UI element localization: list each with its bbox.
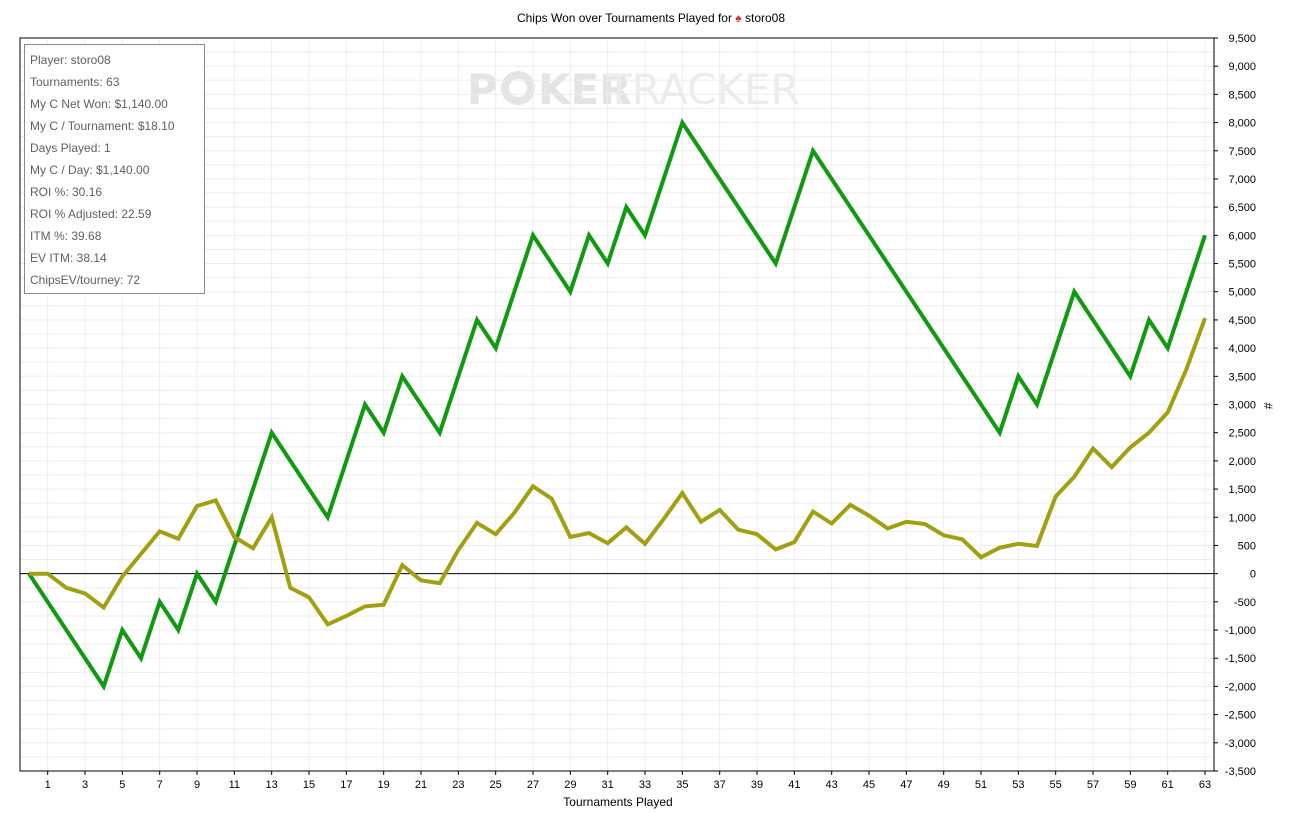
player-stats-box: Player: storo08 Tournaments: 63 My C Net W… xyxy=(24,44,205,294)
x-tick-label: 35 xyxy=(676,779,688,791)
stat-line: ChipsEV/tourney: 72 xyxy=(30,273,141,287)
series-line-2 xyxy=(29,317,1207,627)
watermark-tracker: TRACKER xyxy=(605,65,800,114)
x-tick-label: 47 xyxy=(900,779,912,791)
x-tick-label: 59 xyxy=(1124,779,1136,791)
y-axis-label: # xyxy=(1261,403,1275,410)
y-tick-label: -2,000 xyxy=(1225,681,1256,693)
y-tick-label: 8,000 xyxy=(1228,118,1256,130)
y-tick-label: 1,000 xyxy=(1228,512,1256,524)
y-tick-label: 5,000 xyxy=(1228,287,1256,299)
x-tick-label: 63 xyxy=(1199,779,1211,791)
x-tick-label: 15 xyxy=(303,779,315,791)
stat-line: My C Net Won: $1,140.00 xyxy=(30,97,168,111)
stat-line: Player: storo08 xyxy=(30,53,111,67)
x-tick-label: 51 xyxy=(975,779,987,791)
x-tick-label: 25 xyxy=(490,779,502,791)
x-tick-label: 21 xyxy=(415,779,427,791)
watermark-p: P xyxy=(467,65,498,114)
y-tick-label: 9,500 xyxy=(1228,33,1256,45)
y-tick-label: 9,000 xyxy=(1228,61,1256,73)
y-tick-label: 4,500 xyxy=(1228,315,1256,327)
series xyxy=(27,118,1207,691)
stat-line: ROI %: 30.16 xyxy=(30,185,103,199)
stat-line: ITM %: 39.68 xyxy=(30,229,102,243)
y-tick-label: 1,500 xyxy=(1228,484,1256,496)
x-tick-label: 7 xyxy=(157,779,163,791)
x-tick-label: 61 xyxy=(1162,779,1174,791)
spade-icon: ♠ xyxy=(735,11,742,25)
watermark-ker: KER xyxy=(538,65,632,114)
y-tick-label: 7,500 xyxy=(1228,146,1256,158)
y-tick-label: 0 xyxy=(1250,569,1256,581)
x-tick-label: 43 xyxy=(826,779,838,791)
x-tick-label: 37 xyxy=(714,779,726,791)
x-tick-label: 9 xyxy=(194,779,200,791)
stat-line: ROI % Adjusted: 22.59 xyxy=(30,207,152,221)
series-line-1 xyxy=(27,118,1207,691)
y-tick-label: 2,000 xyxy=(1228,456,1256,468)
y-tick-label: 500 xyxy=(1238,540,1256,552)
y-tick-label: 5,500 xyxy=(1228,259,1256,271)
x-ticks: 1 3 5 7 9 11 13 15 17 19 21 23 25 27 29 31 33 35 37 39 41 43 4… xyxy=(45,771,1211,791)
y-tick-label: -2,500 xyxy=(1225,710,1256,722)
grid xyxy=(20,37,1214,772)
y-tick-label: 2,500 xyxy=(1228,428,1256,440)
x-tick-label: 17 xyxy=(340,779,352,791)
y-tick-label: 8,500 xyxy=(1228,89,1256,101)
x-tick-label: 3 xyxy=(82,779,88,791)
x-tick-label: 29 xyxy=(564,779,576,791)
stat-line: Tournaments: 63 xyxy=(30,75,120,89)
y-tick-label: 7,000 xyxy=(1228,174,1256,186)
x-tick-label: 39 xyxy=(751,779,763,791)
y-tick-label: -1,500 xyxy=(1225,653,1256,665)
chart-title-player: storo08 xyxy=(742,11,786,25)
x-tick-label: 1 xyxy=(45,779,51,791)
x-tick-label: 23 xyxy=(452,779,464,791)
y-tick-label: -1,000 xyxy=(1225,625,1256,637)
chart-title: Chips Won over Tournaments Played for ♠ … xyxy=(517,11,785,25)
x-tick-label: 41 xyxy=(788,779,800,791)
y-tick-label: 6,000 xyxy=(1228,230,1256,242)
stat-line: Days Played: 1 xyxy=(30,141,111,155)
x-tick-label: 45 xyxy=(863,779,875,791)
y-tick-label: 3,000 xyxy=(1228,400,1256,412)
y-tick-label: 6,500 xyxy=(1228,202,1256,214)
x-tick-label: 57 xyxy=(1087,779,1099,791)
y-tick-label: -3,500 xyxy=(1225,766,1256,778)
x-tick-label: 33 xyxy=(639,779,651,791)
x-tick-label: 27 xyxy=(527,779,539,791)
stat-line: EV ITM: 38.14 xyxy=(30,251,107,265)
y-tick-label: 4,000 xyxy=(1228,343,1256,355)
stat-line: My C / Day: $1,140.00 xyxy=(30,163,150,177)
y-tick-label: -3,000 xyxy=(1225,738,1256,750)
y-ticks: 9,500 9,000 8,500 8,000 7,500 7,000 6,500 6,000… xyxy=(1214,33,1256,778)
y-tick-label: 3,500 xyxy=(1228,371,1256,383)
chart-title-text: Chips Won over Tournaments Played for xyxy=(517,11,735,25)
x-tick-label: 49 xyxy=(938,779,950,791)
x-tick-label: 13 xyxy=(266,779,278,791)
x-tick-label: 11 xyxy=(229,779,240,791)
x-tick-label: 55 xyxy=(1050,779,1062,791)
x-tick-label: 5 xyxy=(119,779,125,791)
x-tick-label: 31 xyxy=(602,779,614,791)
x-tick-label: 19 xyxy=(378,779,390,791)
y-tick-label: -500 xyxy=(1234,597,1256,609)
stat-line: My C / Tournament: $18.10 xyxy=(30,119,175,133)
poker-chip-icon xyxy=(501,71,535,105)
x-axis-label: Tournaments Played xyxy=(563,795,672,809)
x-tick-label: 53 xyxy=(1012,779,1024,791)
